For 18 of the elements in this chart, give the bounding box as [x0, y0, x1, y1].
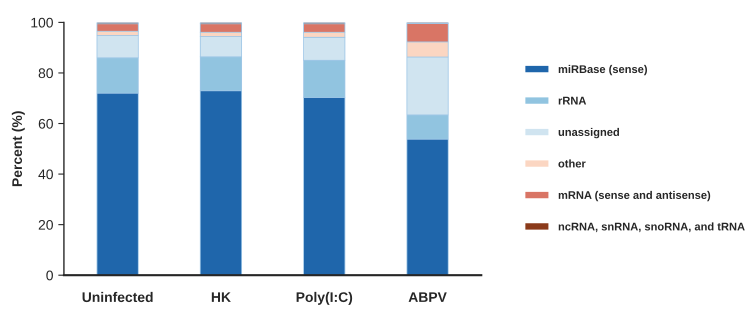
y-tick-label: 20 [38, 220, 53, 230]
bar [200, 23, 242, 33]
y-tick-label: 40 [38, 169, 53, 180]
y-axis-title: Percent (%) [12, 111, 25, 186]
y-tick-label: 60 [38, 118, 53, 129]
x-tick-label: Poly(I:C) [296, 292, 352, 305]
legend-label: miRBase (sense) [558, 64, 647, 76]
legend-label: ncRNA, snRNA, snoRNA, and tRNA [558, 222, 745, 232]
y-tick-label: 80 [38, 68, 53, 78]
legend-label: unassigned [558, 128, 620, 138]
legend-label: rRNA [558, 96, 586, 104]
legend-label: other [558, 159, 586, 168]
x-tick-label: ABPV [408, 292, 447, 302]
y-tick-label: 100 [31, 18, 53, 28]
legend-label: mRNA (sense and antisense) [558, 190, 710, 202]
x-tick-label: Uninfected [82, 292, 153, 302]
y-tick-label: 0 [46, 270, 53, 280]
x-tick-label: HK [212, 292, 231, 302]
